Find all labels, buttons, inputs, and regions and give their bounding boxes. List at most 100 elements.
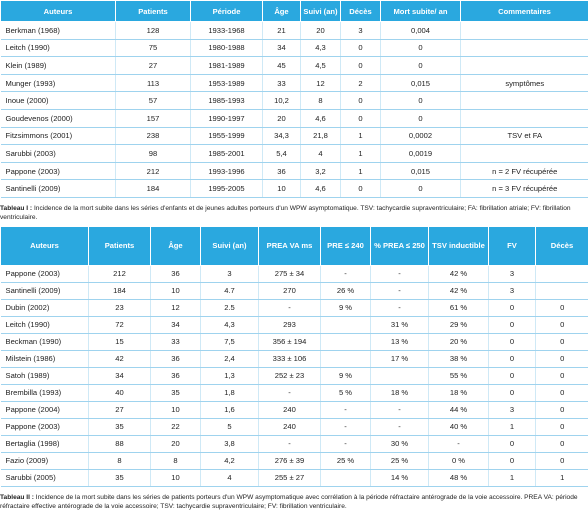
table-cell: Klein (1989) [0,56,116,75]
table-cell: 0 [535,367,588,385]
table-cell [320,333,371,351]
table-cell: 20 [300,21,341,40]
column-header: TSV inductible [428,225,489,266]
table-cell: 1 [340,127,381,146]
table-cell: - [370,282,429,300]
table-cell: 1995-2005 [190,179,263,198]
table-cell: 275 ± 34 [258,265,321,283]
table-cell: Santinelli (2009) [0,282,89,300]
table-cell: 15 [88,333,151,351]
table-cell: 40 [88,384,151,402]
table-cell: 0 [488,316,536,334]
table-row: Satoh (1989) 34 36 1,3 252 ± 23 9 % 55 % 0 0 [0,367,588,385]
column-header: Auteurs [0,0,116,22]
table-row: Milstein (1986) 42 36 2,4 333 ± 106 17 % 38 % 0… [0,350,588,368]
table-cell: 40 % [428,418,489,436]
column-header: Suivi (an) [300,0,341,22]
table-cell: 0 [535,350,588,368]
table-cell: 0,015 [380,74,461,93]
table-cell: n = 3 FV récupérée [460,179,588,198]
caption-label: Tableau II : [0,493,34,501]
table-cell [460,21,588,40]
table-row: Santinelli (2009) 184 10 4.7 270 26 % -42 % 3 [0,282,588,300]
table-cell: 36 [150,265,201,283]
table-cell: 9 % [320,299,371,317]
table-cell: 0 [488,350,536,368]
table-cell: 3 [340,21,381,40]
table-cell: 0 [340,91,381,110]
table-cell: 61 % [428,299,489,317]
table-cell: 128 [115,21,191,40]
table-cell: 0 [535,299,588,317]
table-cell [535,265,588,283]
table-cell: Berkman (1968) [0,21,116,40]
table-cell: - [320,265,371,283]
table-cell: 240 [258,418,321,436]
column-header: Patients [88,225,151,266]
table-cell [320,350,371,368]
table-cell: 1 [340,162,381,181]
table-cell: 29 % [428,316,489,334]
table-cell [320,316,371,334]
column-header: Âge [150,225,201,266]
table-cell: 1 [535,469,588,487]
table-cell: 8 [300,91,341,110]
caption: Tableau II : Incidence de la mort subite… [0,493,588,515]
table: Auteurs Patients Période Âge Suivi (an) Décès… [0,0,588,198]
table-cell: 184 [88,282,151,300]
table-cell: 12 [150,299,201,317]
table-cell: 26 % [320,282,371,300]
table-cell: 113 [115,74,191,93]
table-cell: 0 % [428,452,489,470]
table-cell: - [370,401,429,419]
column-header: PRE ≤ 240 [320,225,371,266]
table-cell: 1985-1993 [190,91,263,110]
table-cell: 38 % [428,350,489,368]
table-cell: 1,6 [200,401,259,419]
table-cell: 35 [88,418,151,436]
table-cell: 44 % [428,401,489,419]
table-cell: - [258,299,321,317]
table-cell: 0 [488,435,536,453]
table-cell: 21 [262,21,301,40]
table-cell: 0 [535,435,588,453]
table-cell: 0 [488,367,536,385]
table-cell: 276 ± 39 [258,452,321,470]
table-cell: - [258,435,321,453]
table-cell: 1 [488,418,536,436]
table-cell: 7,5 [200,333,259,351]
table-row: Santinelli (2009) 184 1995-2005 10 4,6 0 0 n = … [0,179,588,198]
table-cell: Dubin (2002) [0,299,89,317]
table-cell: 0 [340,109,381,128]
table-cell: 31 % [370,316,429,334]
table-cell: 98 [115,144,191,163]
caption: Tableau I : Incidence de la mort subite … [0,204,588,226]
table-cell: 5 [200,418,259,436]
table-cell: 20 [150,435,201,453]
table-cell: 42 [88,350,151,368]
table-cell: - [370,265,429,283]
table-cell: 2 [340,74,381,93]
table-row: Bertaglia (1998) 88 20 3,8- -30 % -0 0 [0,435,588,453]
table-cell: 8 [88,452,151,470]
table-cell: 240 [258,401,321,419]
table-cell: - [320,435,371,453]
table-cell: 0 [380,91,461,110]
table-cell: 10 [150,282,201,300]
table-cell: 1980-1988 [190,39,263,58]
table-cell [320,469,371,487]
table-cell: Pappone (2003) [0,162,116,181]
table-cell: 2,4 [200,350,259,368]
table-cell: Brembilla (1993) [0,384,89,402]
table-cell: 0 [535,384,588,402]
table-cell: 0,0019 [380,144,461,163]
table-cell: - [370,299,429,317]
column-header: % PREA ≤ 250 [370,225,429,266]
table-cell: 20 [262,109,301,128]
table-cell: 10,2 [262,91,301,110]
table-cell: 1955-1999 [190,127,263,146]
table-cell: 4,3 [300,39,341,58]
table-cell: 0 [535,316,588,334]
table-cell: Pappone (2003) [0,265,89,283]
